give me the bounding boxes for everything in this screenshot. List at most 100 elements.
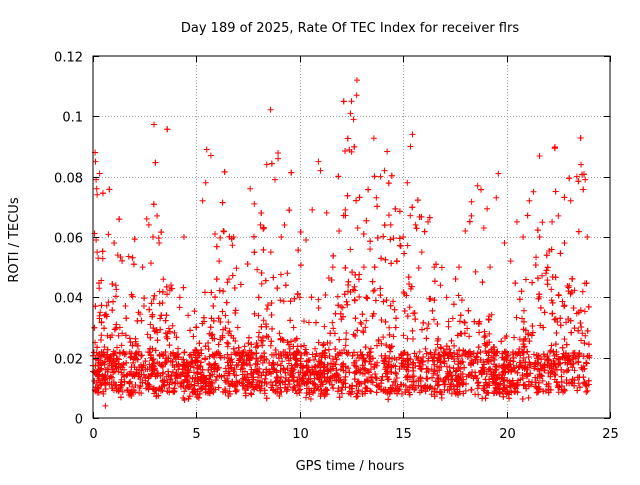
data-point	[583, 360, 590, 367]
data-point-peak	[271, 176, 278, 183]
data-point	[574, 353, 581, 360]
data-point	[164, 388, 171, 395]
data-point	[548, 369, 555, 376]
data-point	[233, 362, 240, 369]
data-point	[205, 339, 212, 346]
data-point	[520, 382, 527, 389]
data-point-peak	[584, 234, 591, 240]
data-point	[232, 309, 239, 316]
data-point	[194, 358, 201, 365]
data-point	[355, 387, 362, 394]
data-point	[254, 358, 261, 365]
data-point	[336, 394, 343, 401]
data-point	[367, 355, 374, 362]
data-point	[258, 372, 265, 379]
data-point	[241, 343, 248, 350]
data-point	[434, 341, 441, 348]
data-point-peak	[263, 161, 270, 168]
data-point	[407, 356, 414, 363]
data-point	[499, 354, 506, 361]
data-point	[267, 342, 274, 349]
data-point	[356, 369, 363, 376]
data-point	[324, 368, 331, 375]
data-point	[263, 380, 270, 387]
data-point	[264, 302, 271, 309]
data-point-peak	[284, 270, 291, 277]
data-point	[514, 369, 521, 376]
data-point	[133, 369, 140, 376]
data-point	[420, 319, 427, 326]
data-point	[417, 374, 424, 381]
data-point	[492, 352, 499, 359]
data-point	[403, 366, 410, 373]
data-point-peak	[172, 354, 179, 361]
data-point	[477, 349, 484, 356]
data-point	[461, 319, 468, 326]
data-point	[434, 371, 441, 378]
data-point	[505, 368, 512, 375]
data-point	[478, 369, 485, 376]
x-tick-label: 10	[292, 427, 309, 442]
data-point	[516, 296, 523, 303]
data-point	[530, 351, 537, 358]
data-point	[537, 322, 544, 329]
data-point	[201, 375, 208, 382]
data-point	[575, 327, 582, 334]
data-point	[549, 310, 556, 317]
data-point-peak	[93, 185, 100, 192]
data-point	[321, 374, 328, 381]
data-point	[357, 349, 364, 356]
data-point	[421, 228, 428, 235]
data-point	[577, 319, 584, 326]
data-point-peak	[212, 230, 219, 237]
data-point	[583, 359, 590, 366]
data-point	[533, 254, 540, 261]
data-point	[486, 365, 493, 372]
data-point-peak	[309, 206, 316, 213]
data-point-peak	[495, 170, 502, 177]
data-point	[476, 329, 483, 336]
data-point	[364, 368, 371, 375]
data-point	[115, 356, 122, 363]
data-point	[524, 212, 531, 219]
data-point-peak	[224, 279, 231, 286]
data-point	[277, 388, 284, 395]
data-point	[302, 346, 309, 353]
data-point	[308, 364, 315, 371]
grid-layer	[93, 56, 610, 418]
data-point	[96, 315, 103, 322]
tick-labels-layer: 0 5 10 15 20 25 0 0.02 0.04 0.06 0.08 0.1 0.12	[54, 51, 619, 443]
data-point	[455, 375, 462, 382]
data-point	[404, 313, 411, 320]
data-point	[227, 390, 234, 397]
data-point-peak	[106, 360, 113, 367]
data-point	[569, 275, 576, 282]
data-point	[457, 365, 464, 372]
data-point	[423, 350, 430, 357]
data-point	[383, 342, 390, 349]
data-point	[541, 366, 548, 373]
data-point-peak	[185, 312, 192, 319]
data-point	[126, 335, 133, 342]
data-point	[129, 342, 136, 349]
data-point-peak	[251, 200, 258, 207]
data-point-peak	[95, 255, 102, 262]
y-tick-label: 0.02	[54, 353, 83, 368]
data-point	[353, 393, 360, 400]
data-point	[475, 344, 482, 351]
data-point	[367, 348, 374, 355]
data-point	[152, 159, 159, 166]
data-point	[150, 325, 157, 332]
data-point	[370, 135, 377, 142]
data-point	[343, 298, 350, 305]
data-point	[440, 377, 447, 384]
data-point	[192, 374, 199, 381]
data-point	[457, 312, 464, 319]
data-point-peak	[367, 246, 374, 253]
data-point	[406, 280, 413, 287]
data-point	[454, 361, 461, 368]
data-point	[324, 374, 331, 381]
data-point	[225, 319, 232, 326]
data-point	[549, 274, 556, 281]
data-point	[149, 386, 156, 393]
